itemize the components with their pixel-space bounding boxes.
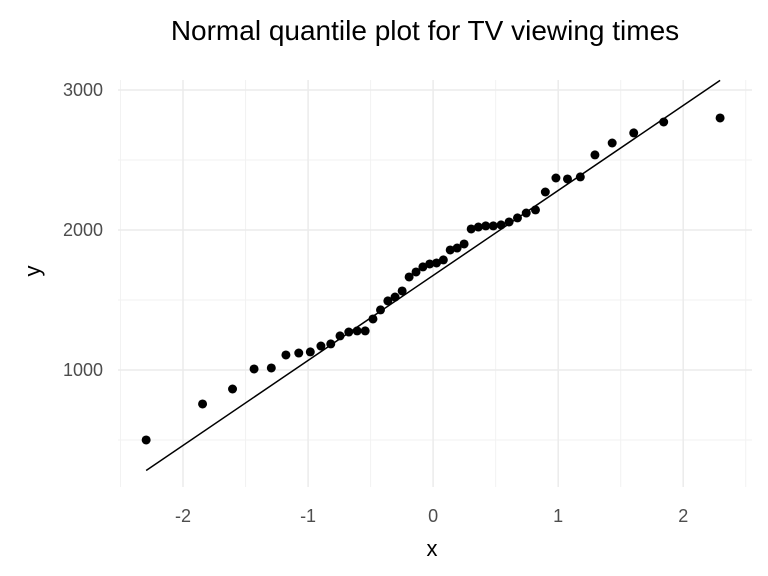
data-point [404, 272, 414, 282]
y-tick-labels: 1000 2000 3000 [63, 80, 103, 380]
data-point [228, 384, 238, 394]
x-tick-label: 1 [553, 506, 563, 526]
data-point [481, 221, 491, 231]
data-point [521, 208, 531, 218]
data-point [141, 435, 151, 445]
data-point [530, 205, 540, 215]
reference-line-group [145, 79, 721, 472]
data-point [445, 245, 455, 255]
x-tick-labels: -2 -1 0 1 2 [175, 506, 688, 526]
data-point [352, 326, 362, 336]
data-point [504, 217, 514, 227]
x-tick-label: 0 [428, 506, 438, 526]
data-point [473, 222, 483, 232]
data-point [575, 172, 585, 182]
data-point [715, 113, 725, 123]
y-tick-label: 1000 [63, 360, 103, 380]
y-tick-label: 2000 [63, 220, 103, 240]
points [141, 113, 725, 445]
x-tick-label: -1 [300, 506, 316, 526]
data-point [326, 339, 336, 349]
data-point [496, 220, 506, 230]
y-tick-label: 3000 [63, 80, 103, 100]
data-point [551, 173, 561, 183]
data-point [438, 255, 448, 265]
data-point [316, 341, 326, 351]
data-point [376, 305, 386, 315]
data-point [488, 221, 498, 231]
data-point [294, 348, 304, 358]
data-point [411, 267, 421, 277]
data-point [607, 138, 617, 148]
data-point [629, 128, 639, 138]
data-point [459, 239, 469, 249]
x-tick-label: -2 [175, 506, 191, 526]
data-point [659, 117, 669, 127]
data-point [452, 243, 462, 253]
data-point [562, 174, 572, 184]
data-point [418, 262, 428, 272]
data-point [335, 331, 345, 341]
data-point [390, 292, 400, 302]
data-point [397, 286, 407, 296]
grid [118, 80, 752, 487]
data-point [432, 258, 442, 268]
data-point [540, 187, 550, 197]
data-point [590, 150, 600, 160]
data-point [344, 327, 354, 337]
data-point [305, 347, 315, 357]
chart-title: Normal quantile plot for TV viewing time… [171, 15, 679, 46]
data-point [198, 399, 208, 409]
data-point [466, 224, 476, 234]
data-point [249, 364, 259, 374]
data-point [266, 363, 276, 373]
x-axis-label: x [427, 536, 438, 561]
data-point [383, 296, 393, 306]
data-point [360, 326, 370, 336]
reference-line [145, 79, 721, 472]
data-point [425, 259, 435, 269]
data-point [281, 350, 291, 360]
data-point [512, 213, 522, 223]
x-tick-label: 2 [678, 506, 688, 526]
y-axis-label: y [20, 266, 45, 277]
data-point [368, 314, 378, 324]
